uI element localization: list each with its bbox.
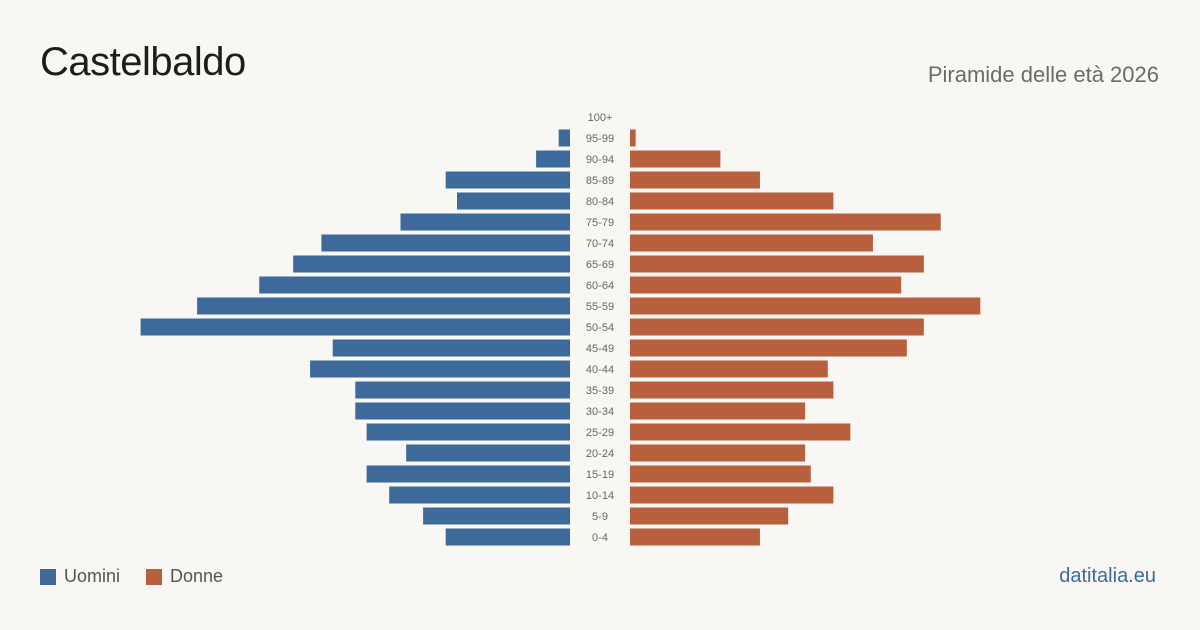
- age-label-80-84: 80-84: [586, 196, 614, 208]
- age-label-10-14: 10-14: [586, 490, 614, 502]
- page-title: Castelbaldo: [40, 40, 246, 84]
- bar-men-5-9: [423, 507, 570, 525]
- bar-men-35-39: [355, 381, 570, 399]
- age-label-100+: 100+: [588, 112, 613, 124]
- bar-women-55-59: [630, 297, 981, 315]
- bar-women-15-19: [630, 465, 811, 483]
- bar-women-20-24: [630, 444, 806, 462]
- bar-men-70-74: [321, 234, 570, 252]
- age-label-0-4: 0-4: [592, 532, 608, 544]
- bar-women-85-89: [630, 171, 760, 189]
- age-label-45-49: 45-49: [586, 343, 614, 355]
- age-label-95-99: 95-99: [586, 133, 614, 145]
- age-label-60-64: 60-64: [586, 280, 614, 292]
- bar-men-75-79: [400, 213, 570, 231]
- age-label-20-24: 20-24: [586, 448, 614, 460]
- age-label-65-69: 65-69: [586, 259, 614, 271]
- bar-men-20-24: [406, 444, 570, 462]
- age-label-70-74: 70-74: [586, 238, 614, 250]
- age-label-55-59: 55-59: [586, 301, 614, 313]
- bar-men-95-99: [558, 129, 570, 147]
- bar-women-5-9: [630, 507, 789, 525]
- bar-women-45-49: [630, 339, 907, 357]
- legend-swatch-women: [146, 568, 163, 585]
- bar-women-75-79: [630, 213, 941, 231]
- bar-women-65-69: [630, 255, 924, 273]
- chart-subtitle: Piramide delle età 2026: [927, 62, 1159, 87]
- age-label-75-79: 75-79: [586, 217, 614, 229]
- bar-men-0-4: [445, 528, 570, 546]
- bar-men-45-49: [332, 339, 570, 357]
- legend-label-men: Uomini: [64, 566, 121, 586]
- age-label-40-44: 40-44: [586, 364, 614, 376]
- age-label-25-29: 25-29: [586, 427, 614, 439]
- age-label-5-9: 5-9: [592, 511, 608, 523]
- bar-women-80-84: [630, 192, 834, 210]
- age-label-50-54: 50-54: [586, 322, 614, 334]
- legend-item-women: Donne: [146, 566, 223, 587]
- bar-men-10-14: [389, 486, 570, 504]
- bar-women-35-39: [630, 381, 834, 399]
- bar-men-40-44: [310, 360, 570, 378]
- bar-men-30-34: [355, 402, 570, 420]
- bar-women-95-99: [630, 129, 636, 147]
- legend-swatch-men: [40, 568, 56, 585]
- legend: Uomini Donne: [40, 566, 249, 587]
- bar-women-30-34: [630, 402, 806, 420]
- bar-women-25-29: [630, 423, 851, 441]
- age-label-15-19: 15-19: [586, 469, 614, 481]
- bar-men-50-54: [140, 318, 570, 336]
- age-label-35-39: 35-39: [586, 385, 614, 397]
- legend-label-women: Donne: [170, 566, 224, 586]
- bar-women-10-14: [630, 486, 834, 504]
- bar-women-70-74: [630, 234, 873, 252]
- bar-men-25-29: [366, 423, 570, 441]
- legend-item-men: Uomini: [40, 566, 120, 587]
- source-link[interactable]: datitalia.eu: [1059, 565, 1156, 587]
- bar-women-60-64: [630, 276, 902, 294]
- bar-women-40-44: [630, 360, 828, 378]
- bar-men-65-69: [293, 255, 570, 273]
- bar-men-80-84: [457, 192, 570, 210]
- bar-men-55-59: [197, 297, 570, 315]
- bar-men-15-19: [366, 465, 570, 483]
- bar-women-50-54: [630, 318, 924, 336]
- bar-women-0-4: [630, 528, 760, 546]
- bar-men-90-94: [536, 150, 570, 168]
- bar-men-60-64: [259, 276, 570, 294]
- age-label-90-94: 90-94: [586, 154, 614, 166]
- bar-men-85-89: [445, 171, 570, 189]
- age-label-85-89: 85-89: [586, 175, 614, 187]
- bar-women-90-94: [630, 150, 721, 168]
- age-label-30-34: 30-34: [586, 406, 614, 418]
